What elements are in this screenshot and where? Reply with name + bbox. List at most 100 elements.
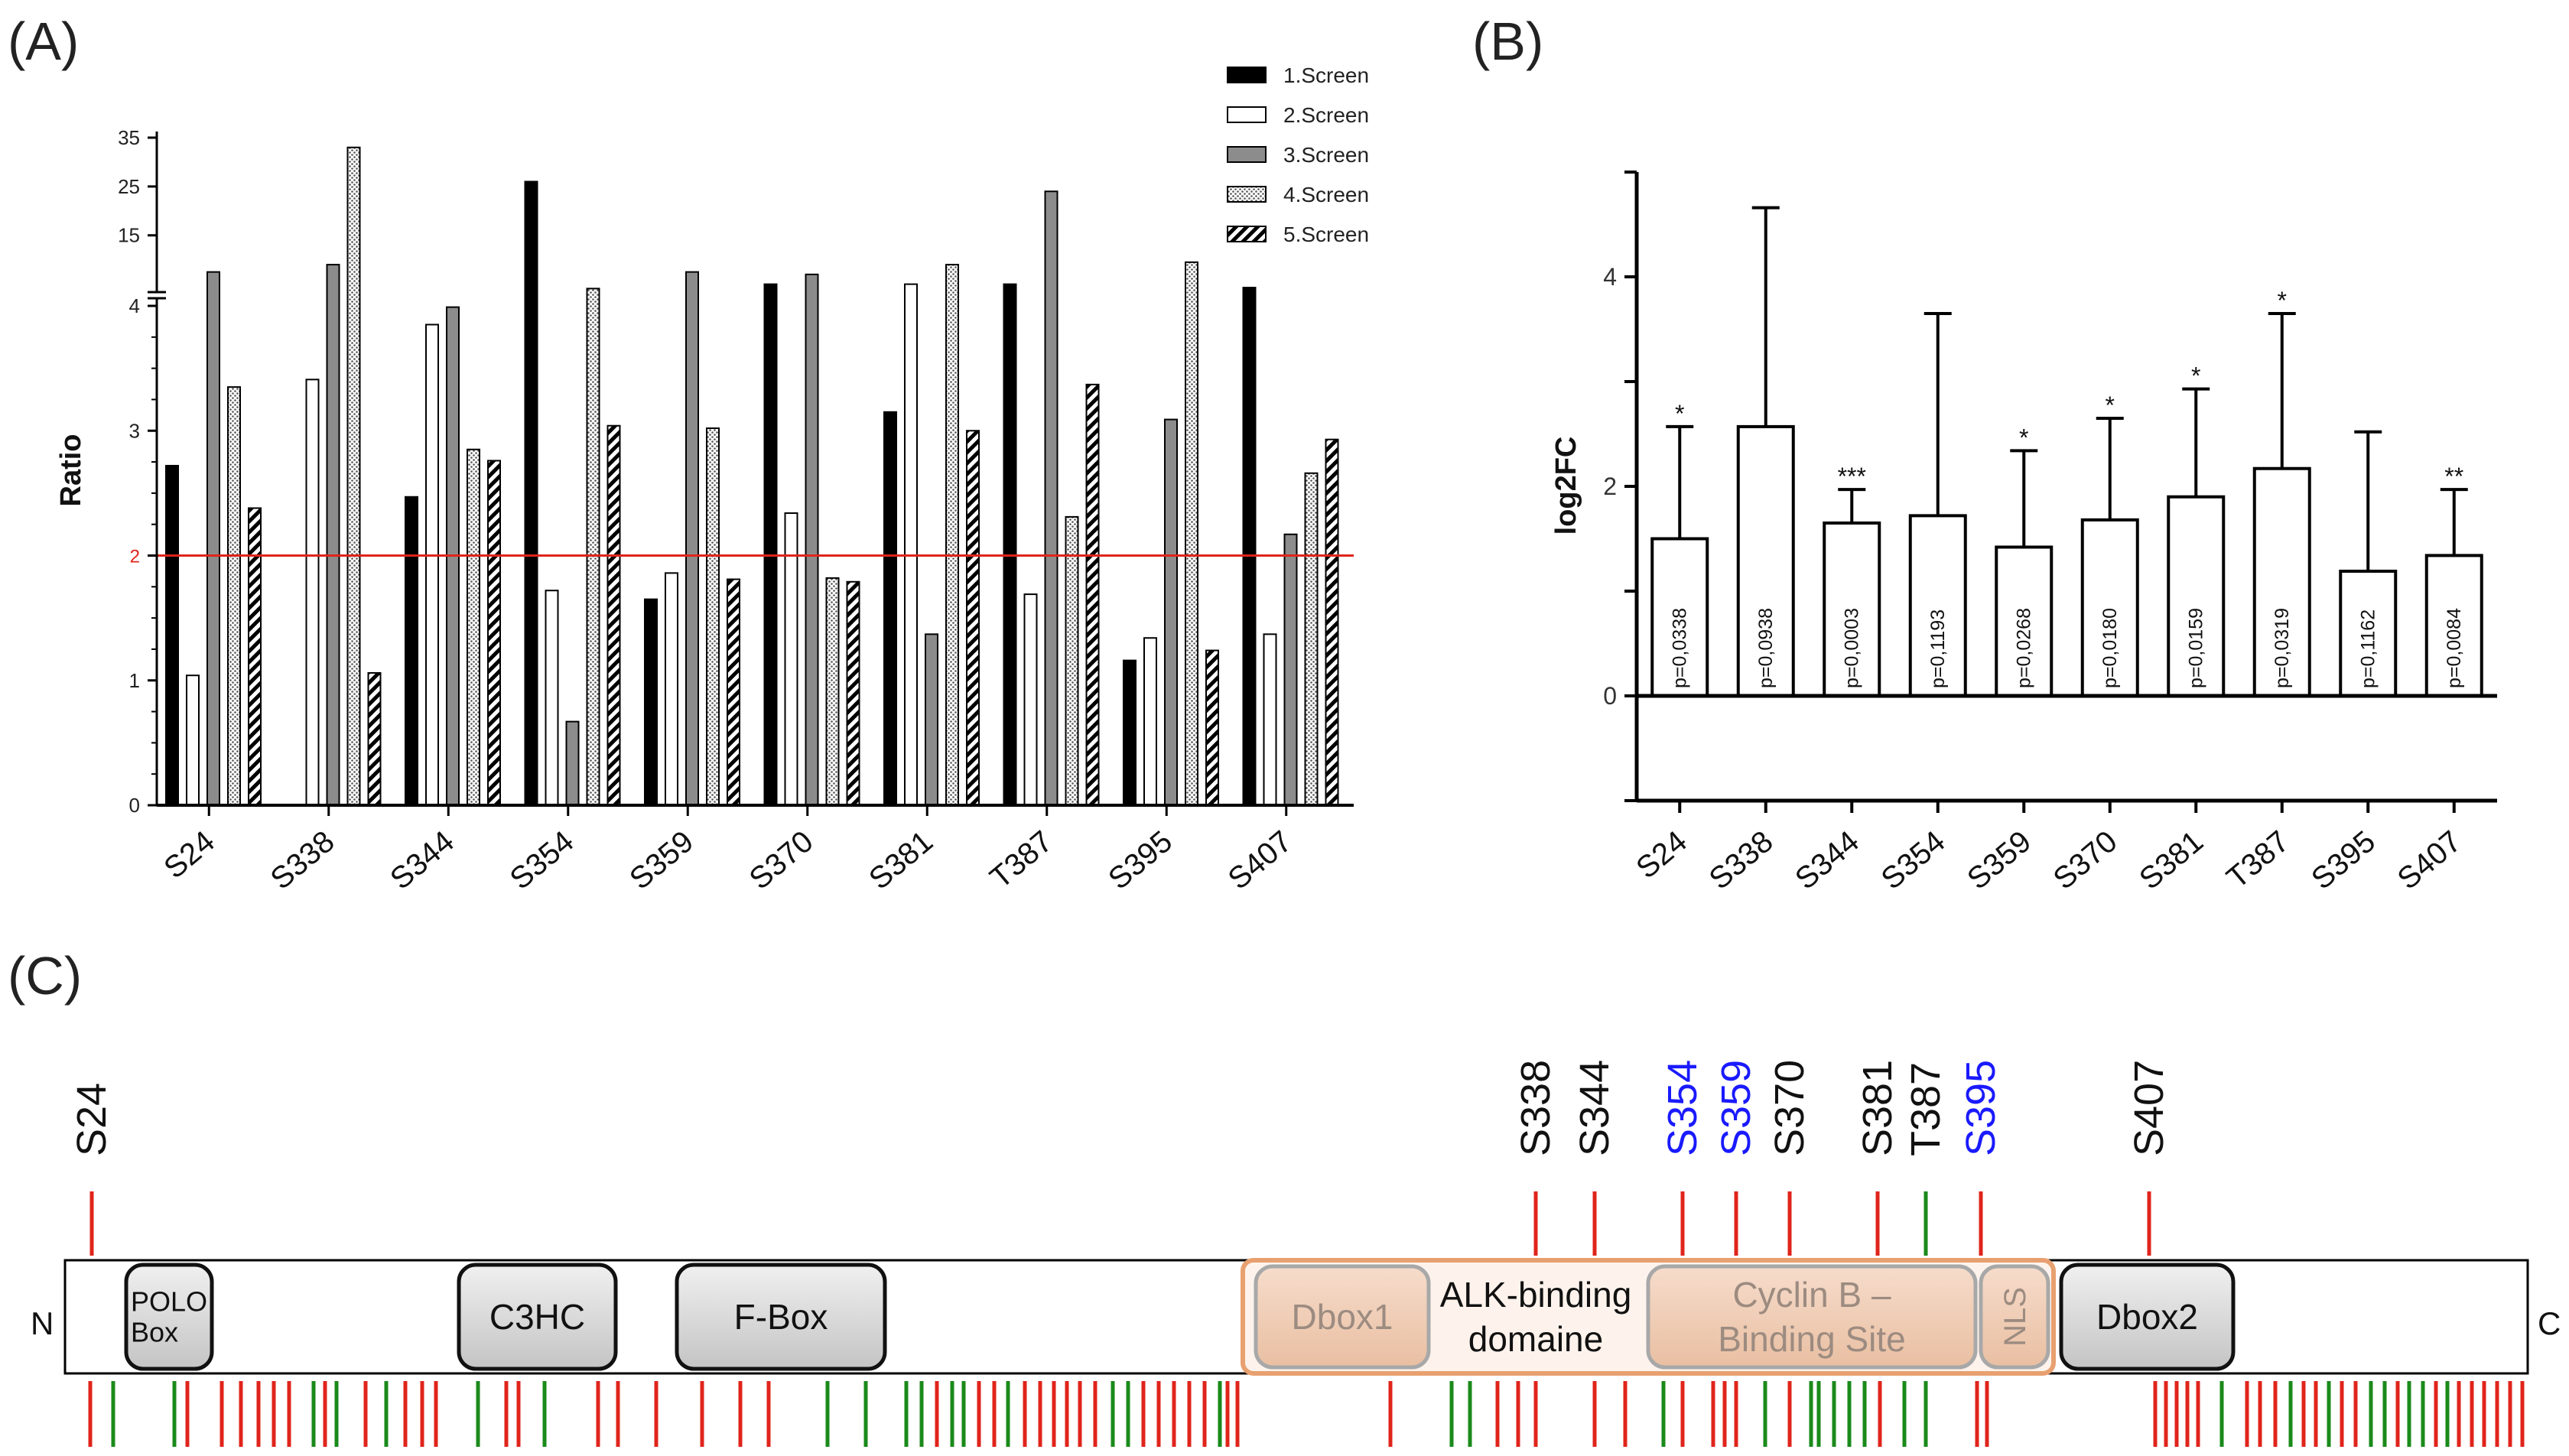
- site-label: S395: [1958, 1060, 2004, 1156]
- y-tick-label: 0: [1603, 682, 1617, 710]
- bar: [2167, 495, 2226, 697]
- bar: [1143, 637, 1157, 806]
- x-tick-label: S354: [1875, 824, 1952, 896]
- y-tick-label: 25: [118, 175, 140, 198]
- legend-label: 5.Screen: [1283, 223, 1369, 246]
- x-tick-label: S359: [623, 824, 700, 896]
- site-label: S370: [1767, 1060, 1813, 1156]
- bar: [165, 464, 179, 807]
- y-tick-label: 4: [1603, 263, 1617, 291]
- bar: [248, 507, 262, 807]
- x-tick-label: T387: [984, 824, 1058, 895]
- bar: [524, 180, 538, 806]
- p-value-label: p=0,0938: [1755, 608, 1777, 688]
- domain-label: POLO: [131, 1286, 207, 1318]
- significance-mark: *: [1675, 400, 1684, 427]
- legend-label: 3.Screen: [1283, 143, 1369, 167]
- bar: [1003, 283, 1017, 806]
- domain-label: ALK-binding: [1440, 1275, 1632, 1315]
- significance-mark: *: [2278, 287, 2287, 314]
- site-label: T387: [1903, 1062, 1949, 1156]
- bar: [1085, 383, 1100, 807]
- x-tick-label: S381: [2133, 824, 2210, 896]
- bar: [1263, 633, 1277, 806]
- y-axis-title: log2FC: [1550, 437, 1582, 535]
- y-tick-label: 4: [129, 294, 140, 317]
- domain-label: Dbox2: [2096, 1297, 2198, 1337]
- panel-b-chart: (B) * p=0,0338 p=0,0938 * * * p=0,0003 p=0,1193…: [1472, 11, 2497, 896]
- bar: [606, 424, 621, 806]
- bar: [487, 460, 501, 806]
- domain-label: domaine: [1468, 1319, 1603, 1359]
- site-label: S338: [1513, 1060, 1559, 1156]
- legend-swatch: [1227, 146, 1267, 163]
- domain-box: [675, 1263, 887, 1371]
- y-axis-title: Ratio: [55, 434, 87, 507]
- x-tick-label: S407: [1222, 824, 1299, 896]
- bar: [565, 720, 580, 806]
- site-label: S354: [1660, 1060, 1706, 1156]
- bar: [1185, 261, 1198, 806]
- c-terminus-label: C: [2538, 1305, 2561, 1341]
- domain-box: [1254, 1264, 1431, 1370]
- legend-swatch: [1227, 106, 1267, 123]
- p-value-label: p=0,1193: [1927, 609, 1949, 688]
- bar: [644, 598, 658, 806]
- bar: [706, 427, 720, 806]
- legend-swatch: [1227, 226, 1267, 242]
- p-value-label: p=0,0159: [2185, 608, 2206, 688]
- panel-c-label: (C): [8, 946, 82, 1006]
- bar: [1123, 659, 1137, 806]
- x-tick-label: S24: [1630, 824, 1693, 885]
- x-tick-label: S24: [158, 824, 221, 885]
- p-value-label: p=0,0338: [1669, 608, 1690, 688]
- bar: [405, 496, 418, 807]
- bar: [346, 146, 361, 807]
- legend-label: 1.Screen: [1283, 63, 1369, 87]
- panel-b-label: (B): [1472, 11, 1543, 71]
- bar: [1304, 472, 1319, 806]
- bar: [2424, 554, 2483, 697]
- bar: [883, 411, 897, 806]
- x-tick-label: S338: [1703, 824, 1780, 896]
- bar: [904, 283, 918, 806]
- site-label: S359: [1713, 1060, 1759, 1156]
- bar: [326, 264, 340, 806]
- bar: [586, 288, 600, 807]
- bar: [685, 271, 699, 807]
- domain-label: F-Box: [734, 1297, 828, 1337]
- legend: 1.Screen 2.Screen 3.Screen 4.Screen 5.Screen: [1227, 63, 1369, 246]
- bar: [545, 590, 559, 807]
- bar: [367, 671, 382, 807]
- significance-mark: *: [2019, 424, 2028, 451]
- x-tick-label: S395: [1102, 824, 1179, 896]
- panel-a-chart: (A) 2 0 1 3 4 15 25 35 Ratio S24 S338 S344 S354 S359 S…: [8, 11, 1369, 896]
- bar: [805, 273, 819, 807]
- n-terminus-label: N: [31, 1305, 54, 1341]
- p-value-label: p=0,0003: [1841, 608, 1862, 688]
- bar: [1065, 515, 1079, 807]
- x-tick-label: S407: [2392, 824, 2468, 896]
- x-tick-label: S354: [504, 824, 580, 896]
- bar: [1242, 287, 1257, 806]
- bar: [206, 271, 220, 807]
- bar: [1908, 514, 1967, 697]
- domain-box: [1979, 1264, 2050, 1370]
- y-tick-label: 3: [129, 419, 140, 442]
- x-tick-label: S344: [384, 824, 460, 896]
- significance-mark: *: [2106, 392, 2115, 419]
- y-tick-label: 35: [118, 126, 140, 149]
- bar: [665, 572, 678, 806]
- domain-label: Dbox1: [1292, 1297, 1393, 1337]
- domain-label: NLS: [1998, 1287, 2032, 1347]
- x-tick-label: S370: [743, 824, 820, 896]
- domain-box: [457, 1263, 618, 1371]
- site-label: S407: [2126, 1060, 2172, 1156]
- site-label: S24: [69, 1083, 115, 1156]
- site-label: S381: [1855, 1060, 1901, 1156]
- bar: [966, 430, 980, 806]
- bar: [727, 578, 740, 807]
- p-value-label: p=0,1162: [2357, 609, 2379, 688]
